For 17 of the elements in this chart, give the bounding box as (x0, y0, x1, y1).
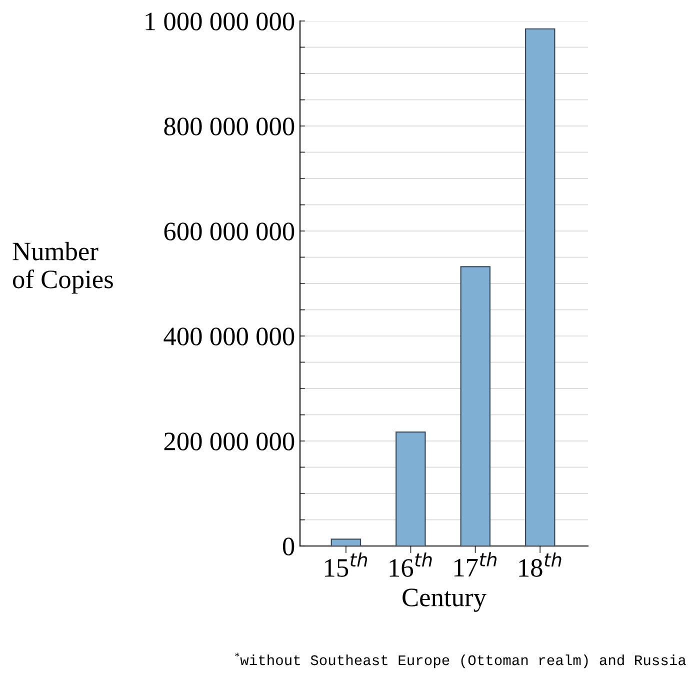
y-tick-label: 800 000 000 (164, 118, 294, 136)
bar (330, 538, 362, 546)
y-tick-label: 400 000 000 (164, 328, 294, 346)
text: $^{*}$without Southeast Europe (Ottoman realm) and Russia (235, 652, 686, 668)
y-axis-title: Number of Copies (12, 242, 113, 294)
x-axis-title: Century (402, 588, 486, 612)
x-tick-label: 18$^{th}$ (519, 552, 562, 577)
y-tick-label: 600 000 000 (164, 222, 294, 240)
x-tick-label: 16$^{th}$ (390, 552, 432, 577)
y-tick-label: 200 000 000 (164, 432, 294, 450)
bar (524, 28, 556, 546)
y-tick-label: 1 000 000 000 (146, 12, 294, 30)
x-tick-label: 15$^{th}$ (325, 552, 368, 577)
y-tick-label: 0 (282, 538, 294, 556)
bar (460, 266, 491, 546)
bar (396, 432, 426, 546)
x-tick-label: 17$^{th}$ (454, 552, 497, 576)
